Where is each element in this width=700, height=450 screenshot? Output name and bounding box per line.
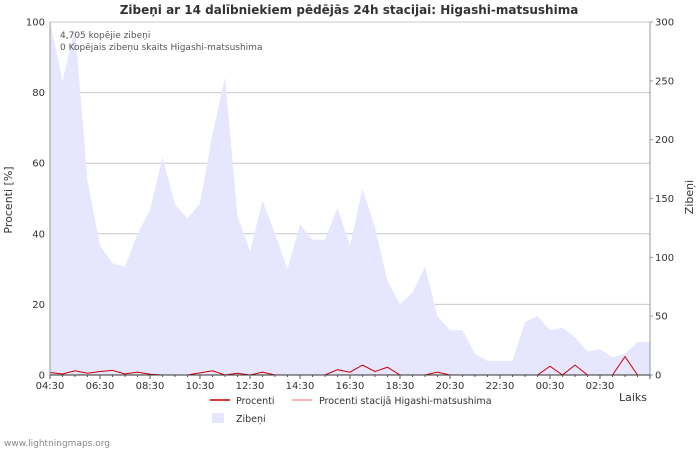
x-tick-label: 10:30 bbox=[186, 381, 215, 392]
y-axis-right-label: Zibeņi bbox=[683, 180, 696, 214]
y-right-tick-label: 50 bbox=[655, 312, 668, 323]
y-left-tick-label: 0 bbox=[39, 371, 45, 382]
y-axis-right-ticks: 0 50 100 150 200 250 300 bbox=[650, 18, 674, 382]
legend-swatch-zibeni bbox=[212, 413, 224, 423]
y-right-tick-label: 150 bbox=[655, 194, 674, 205]
y-left-tick-label: 80 bbox=[32, 88, 45, 99]
legend-label-procenti-station: Procenti stacijā Higashi-matsushima bbox=[319, 396, 492, 407]
x-tick-label: 20:30 bbox=[436, 381, 465, 392]
x-axis-ticks: 04:30 06:30 08:30 10:30 12:30 14:30 16:30 18:30… bbox=[36, 375, 651, 392]
y-right-tick-label: 200 bbox=[655, 135, 674, 146]
x-tick-label: 08:30 bbox=[136, 381, 165, 392]
x-tick-label: 14:30 bbox=[286, 381, 315, 392]
annotation-total: 4,705 kopējie zibeņi bbox=[60, 31, 150, 41]
x-tick-label: 18:30 bbox=[386, 381, 415, 392]
x-tick-label: 22:30 bbox=[486, 381, 515, 392]
x-tick-label: 02:30 bbox=[586, 381, 615, 392]
legend: Procenti Procenti stacijā Higashi-matsus… bbox=[210, 396, 492, 425]
footer-credit: www.lightningmaps.org bbox=[4, 439, 110, 449]
annotation-station-total: 0 Kopējais zibeņu skaits Higashi-matsush… bbox=[60, 43, 262, 53]
x-tick-label: 06:30 bbox=[86, 381, 115, 392]
x-tick-label: 16:30 bbox=[336, 381, 365, 392]
x-tick-label: 00:30 bbox=[536, 381, 565, 392]
area-layer bbox=[50, 22, 650, 375]
legend-label-procenti: Procenti bbox=[236, 396, 275, 407]
series-procenti-line bbox=[49, 355, 638, 376]
y-left-tick-label: 60 bbox=[32, 159, 45, 170]
y-right-tick-label: 0 bbox=[655, 371, 661, 382]
x-tick-label: 12:30 bbox=[236, 381, 265, 392]
x-axis-label: Laiks bbox=[619, 391, 647, 404]
y-axis-left-label: Procenti [%] bbox=[2, 166, 15, 233]
y-axis-left-ticks: 0 20 40 60 80 100 bbox=[26, 18, 45, 382]
y-left-tick-label: 20 bbox=[32, 300, 45, 311]
y-left-tick-label: 40 bbox=[32, 229, 45, 240]
chart-title: Zibeņi ar 14 dalībniekiem pēdējās 24h st… bbox=[120, 3, 579, 17]
y-left-tick-label: 100 bbox=[26, 18, 45, 29]
y-right-tick-label: 250 bbox=[655, 76, 674, 87]
legend-label-zibeni: Zibeņi bbox=[236, 414, 266, 425]
y-right-tick-label: 300 bbox=[655, 18, 674, 29]
x-tick-label: 04:30 bbox=[36, 381, 65, 392]
series-zibeni-area bbox=[50, 22, 650, 375]
y-right-tick-label: 100 bbox=[655, 253, 674, 264]
